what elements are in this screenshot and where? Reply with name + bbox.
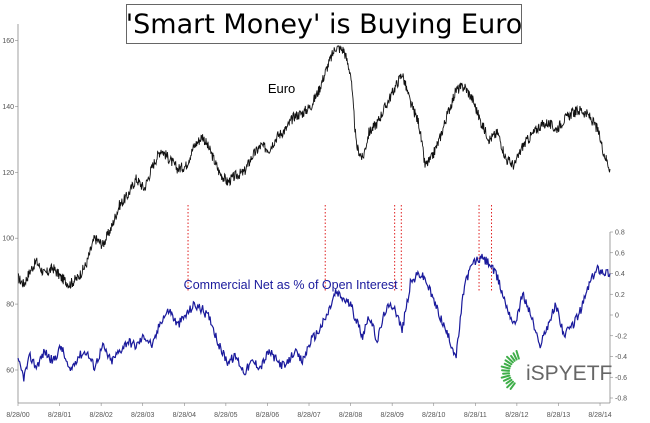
logo-ray bbox=[503, 362, 512, 368]
marker-lines bbox=[187, 205, 493, 292]
x-tick-label: 8/28/11 bbox=[464, 412, 487, 419]
y-right-tick-label: -0.2 bbox=[615, 333, 627, 340]
logo-ray bbox=[504, 359, 513, 366]
y-left-tick-label: 100 bbox=[2, 236, 14, 243]
x-tick-label: 8/28/05 bbox=[214, 412, 237, 419]
ispyetf-logo: iSPYETF bbox=[500, 349, 612, 390]
logo-ray bbox=[502, 376, 512, 382]
euro-line bbox=[17, 45, 611, 290]
chart-title: 'Smart Money' is Buying Euro bbox=[125, 8, 523, 40]
x-tick-label: 8/28/02 bbox=[89, 412, 112, 419]
chart-title-box: 'Smart Money' is Buying Euro bbox=[126, 4, 522, 44]
y-right-tick-label: -0.4 bbox=[615, 354, 627, 361]
y-right-tick-label: 0.8 bbox=[615, 230, 625, 237]
y-right-tick-label: -0.8 bbox=[615, 396, 627, 403]
series-euro bbox=[17, 45, 611, 290]
tick-labels: 60 80 100 120 140 160 -0.8 -0.6 -0.4 -0.2 0 0.2 0.4 0… bbox=[2, 38, 627, 419]
y-left-tick-label: 60 bbox=[6, 368, 14, 375]
logo-ray bbox=[512, 352, 518, 361]
x-tick-label: 8/28/00 bbox=[6, 412, 29, 419]
x-tick-label: 8/28/12 bbox=[505, 412, 528, 419]
y-left-tick-label: 80 bbox=[6, 302, 14, 309]
x-tick-label: 8/28/14 bbox=[588, 412, 611, 419]
logo-ray bbox=[501, 369, 511, 372]
y-right-tick-label: 0.2 bbox=[615, 292, 625, 299]
x-tick-label: 8/28/07 bbox=[297, 412, 320, 419]
logo-ray bbox=[506, 380, 514, 389]
logo-ray bbox=[506, 355, 514, 364]
x-tick-label: 8/28/13 bbox=[547, 412, 570, 419]
x-tick-label: 8/28/06 bbox=[256, 412, 279, 419]
y-left-tick-label: 160 bbox=[2, 38, 14, 45]
series-commercial-net bbox=[17, 253, 611, 382]
x-tick-label: 8/28/01 bbox=[48, 412, 71, 419]
commercial-net-label: Commercial Net as % of Open Interest bbox=[184, 278, 398, 292]
logo-ray bbox=[509, 382, 516, 390]
axes bbox=[15, 24, 613, 406]
y-left-tick-label: 140 bbox=[2, 104, 14, 111]
x-tick-label: 8/28/08 bbox=[339, 412, 362, 419]
x-tick-label: 8/28/04 bbox=[173, 412, 196, 419]
y-right-tick-label: -0.6 bbox=[615, 375, 627, 382]
logo-ray bbox=[500, 374, 511, 379]
x-tick-label: 8/28/10 bbox=[422, 412, 445, 419]
y-left-tick-label: 120 bbox=[2, 170, 14, 177]
logo-ray bbox=[500, 365, 511, 370]
x-tick-label: 8/28/03 bbox=[131, 412, 154, 419]
x-tick-label: 8/28/09 bbox=[380, 412, 403, 419]
y-right-tick-label: 0 bbox=[615, 313, 619, 320]
y-right-tick-label: 0.4 bbox=[615, 271, 625, 278]
y-right-tick-label: 0.6 bbox=[615, 250, 625, 257]
ispyetf-logo-text: iSPYETF bbox=[526, 362, 612, 385]
euro-label: Euro bbox=[268, 81, 295, 96]
logo-ray bbox=[502, 372, 511, 375]
commercial-net-line bbox=[17, 253, 611, 382]
logo-ray bbox=[510, 354, 516, 362]
logo-ray bbox=[505, 378, 513, 385]
logo-ray bbox=[515, 349, 520, 360]
